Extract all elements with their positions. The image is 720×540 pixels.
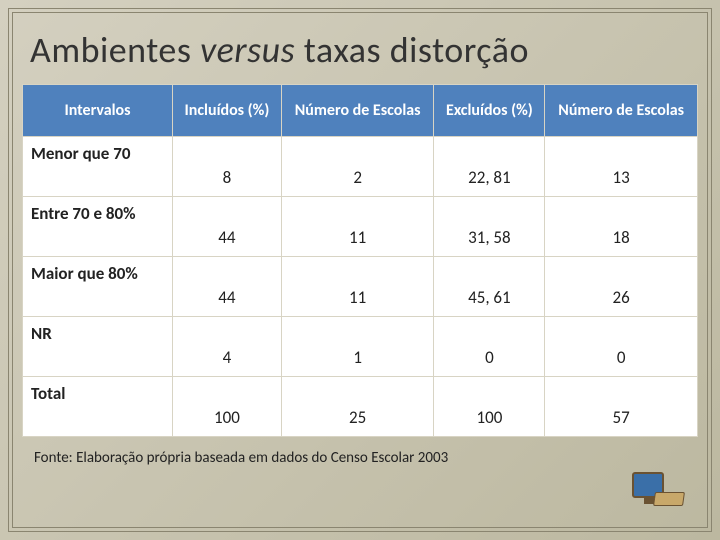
- cell: 44: [173, 257, 282, 317]
- cell: 22, 81: [434, 137, 545, 197]
- slide-title: Ambientes versus taxas distorção: [30, 28, 698, 72]
- title-part-3: taxas distorção: [295, 28, 529, 72]
- cell: 31, 58: [434, 197, 545, 257]
- source-note: Fonte: Elaboração própria baseada em dad…: [22, 449, 698, 467]
- table-row: Maior que 80% 44 11 45, 61 26: [23, 257, 698, 317]
- title-part-italic: versus: [200, 28, 295, 72]
- table-row: Menor que 70 8 2 22, 81 13: [23, 137, 698, 197]
- col-num-escolas-1: Número de Escolas: [281, 85, 434, 137]
- row-label: Entre 70 e 80%: [23, 197, 173, 257]
- cell: 18: [545, 197, 698, 257]
- slide-content: Ambientes versus taxas distorção Interva…: [22, 22, 698, 518]
- cell: 4: [173, 317, 282, 377]
- table-header-row: Intervalos Incluídos (%) Número de Escol…: [23, 85, 698, 137]
- cell: 44: [173, 197, 282, 257]
- title-part-1: Ambientes: [30, 28, 200, 72]
- row-label: Menor que 70: [23, 137, 173, 197]
- cell: 100: [434, 377, 545, 437]
- cell: 11: [281, 197, 434, 257]
- cell: 11: [281, 257, 434, 317]
- cell: 25: [281, 377, 434, 437]
- row-label: NR: [23, 317, 173, 377]
- col-intervalos: Intervalos: [23, 85, 173, 137]
- cell: 8: [173, 137, 282, 197]
- cell: 0: [545, 317, 698, 377]
- row-label: Maior que 80%: [23, 257, 173, 317]
- cell: 26: [545, 257, 698, 317]
- cell: 57: [545, 377, 698, 437]
- cell: 0: [434, 317, 545, 377]
- data-table: Intervalos Incluídos (%) Número de Escol…: [22, 84, 698, 437]
- cell: 13: [545, 137, 698, 197]
- computer-icon: [632, 468, 688, 510]
- col-incluidos: Incluídos (%): [173, 85, 282, 137]
- col-excluidos: Excluídos (%): [434, 85, 545, 137]
- row-label: Total: [23, 377, 173, 437]
- table-row: NR 4 1 0 0: [23, 317, 698, 377]
- cell: 1: [281, 317, 434, 377]
- col-num-escolas-2: Número de Escolas: [545, 85, 698, 137]
- table-row: Total 100 25 100 57: [23, 377, 698, 437]
- cell: 45, 61: [434, 257, 545, 317]
- cell: 100: [173, 377, 282, 437]
- table-row: Entre 70 e 80% 44 11 31, 58 18: [23, 197, 698, 257]
- cell: 2: [281, 137, 434, 197]
